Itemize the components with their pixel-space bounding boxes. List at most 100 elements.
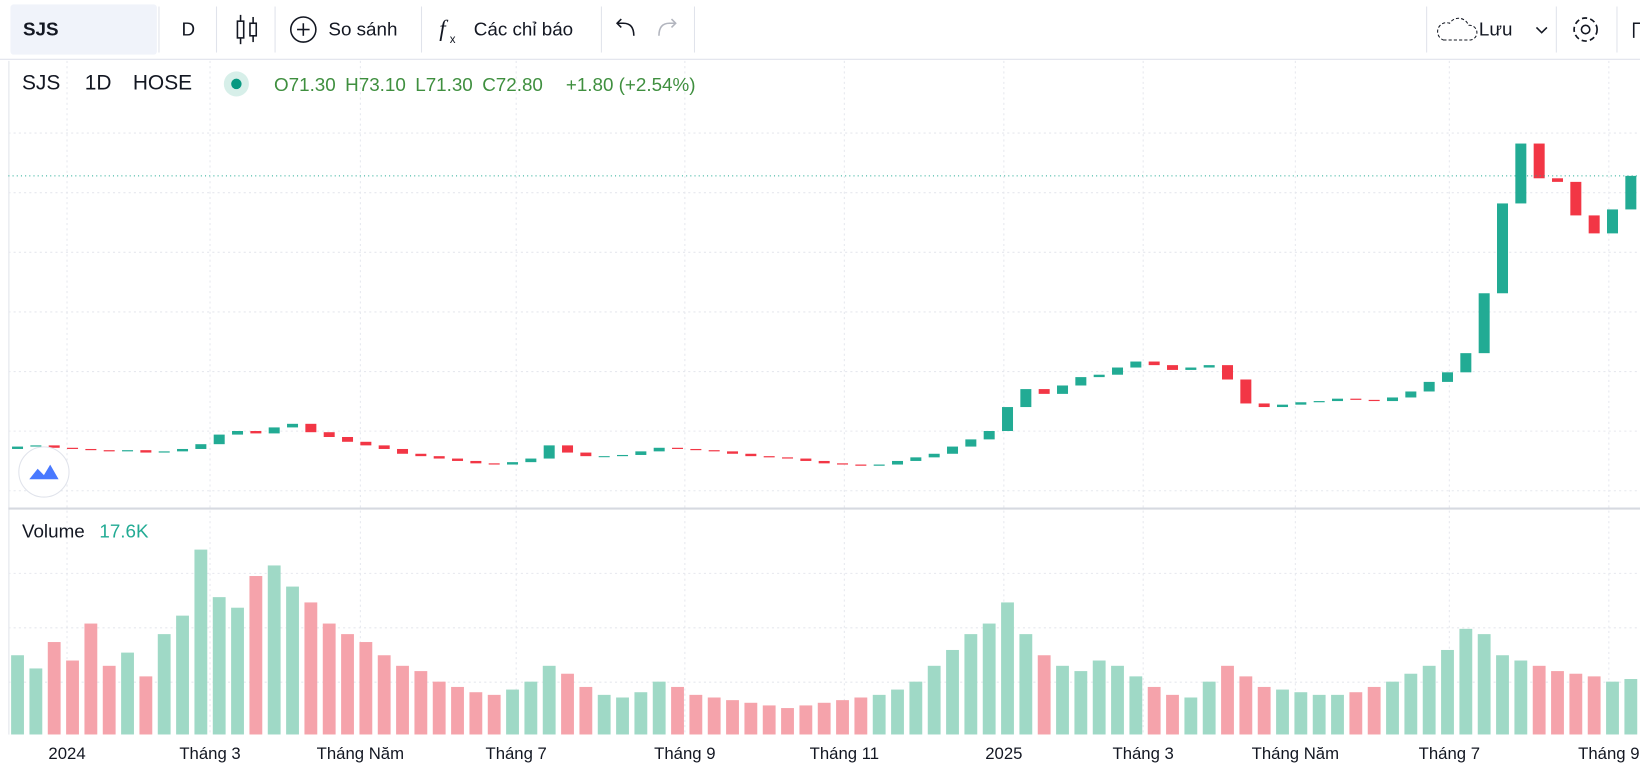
volume-bar: [1477, 634, 1491, 735]
candle-body: [1240, 379, 1252, 404]
indicators-icon-sub[interactable]: x: [450, 34, 456, 46]
volume-bar: [1331, 694, 1344, 735]
volume-bar: [1459, 628, 1473, 735]
volume-bar: [1257, 686, 1271, 735]
candle-body: [1460, 353, 1472, 373]
settings-button[interactable]: [1573, 17, 1598, 42]
volume-bar: [836, 700, 849, 735]
x-tick-label: Tháng 3: [1112, 744, 1173, 763]
candle-body: [488, 463, 500, 465]
volume-bar: [176, 615, 189, 735]
x-tick-label: Tháng 9: [654, 744, 715, 763]
candle-body: [232, 431, 244, 435]
candle-body: [1258, 403, 1270, 408]
candle-body: [1442, 372, 1454, 382]
candle-body: [195, 444, 207, 449]
volume-bar: [1001, 602, 1014, 735]
x-tick-label: Tháng Năm: [317, 744, 404, 763]
logo[interactable]: [18, 446, 70, 498]
redo-button[interactable]: [658, 18, 677, 36]
volume-bar: [1404, 673, 1418, 735]
volume-bar: [982, 623, 996, 735]
candle-body: [12, 446, 24, 449]
volume-bar: [1441, 649, 1454, 735]
candle-body: [1020, 389, 1032, 408]
volume-bar: [341, 634, 354, 735]
volume-bar: [286, 586, 299, 735]
volume-bar: [1037, 655, 1051, 735]
volume-value: 17.6K: [99, 521, 149, 542]
compare-button[interactable]: So sánh: [328, 19, 397, 40]
indicators-button[interactable]: Các chỉ báo: [474, 19, 573, 40]
candle-body: [1625, 175, 1637, 210]
plot: [8, 143, 1640, 735]
volume-bar: [1294, 692, 1308, 735]
undo-button[interactable]: [615, 18, 635, 36]
candle-body: [653, 447, 665, 452]
volume-bar: [872, 694, 886, 735]
candle-body: [305, 423, 317, 433]
candle-body: [177, 448, 189, 452]
volume-bar: [102, 665, 116, 735]
candle-body: [48, 445, 60, 448]
candle-body: [1552, 178, 1564, 182]
volume-bar: [579, 686, 593, 735]
volume-bar: [1606, 681, 1619, 735]
volume-bar: [707, 697, 721, 735]
volume-bar: [377, 655, 391, 735]
candle-body: [433, 456, 445, 459]
volume-bar: [652, 681, 666, 735]
volume-bar: [322, 623, 336, 735]
chart-type-button[interactable]: [236, 14, 258, 45]
x-tick-label: 2025: [985, 744, 1022, 763]
interval-button[interactable]: D: [181, 19, 195, 40]
volume-bar: [744, 702, 758, 735]
toolbar: [0, 0, 1640, 59]
volume-bar: [487, 694, 501, 735]
volume-bar: [524, 681, 538, 735]
compare-icon[interactable]: [289, 16, 317, 43]
volume-bar: [1111, 665, 1124, 735]
volume-bar: [1624, 679, 1638, 735]
candle-body: [1533, 143, 1545, 179]
volume-bar: [1551, 671, 1564, 735]
legend-values: O71.30 H73.10 L71.30 C72.80: [274, 74, 543, 95]
volume-bar: [47, 642, 61, 735]
candle-body: [617, 454, 629, 457]
candle-body: [1002, 407, 1014, 432]
candle-body: [892, 460, 904, 465]
candle-body: [1093, 374, 1105, 378]
candle-body: [837, 463, 849, 465]
market-status-dot: [231, 78, 242, 90]
candle-body: [1167, 365, 1179, 370]
candle-body: [1497, 203, 1509, 294]
symbol-box[interactable]: [10, 4, 157, 55]
volume-bar: [634, 692, 648, 735]
candle-body: [1185, 367, 1197, 370]
candle-body: [342, 436, 354, 442]
candle-body: [122, 450, 134, 452]
volume-bar: [139, 676, 153, 735]
volume-bar: [689, 694, 703, 735]
indicators-icon[interactable]: f: [439, 15, 449, 41]
symbol[interactable]: SJS: [23, 19, 59, 40]
candle-body: [1075, 377, 1087, 386]
cloud-icon[interactable]: [1437, 17, 1478, 41]
candle-body: [928, 453, 940, 458]
volume-bar: [946, 649, 959, 735]
volume-bar: [1276, 689, 1289, 735]
candle-body: [763, 456, 775, 458]
candle-body: [470, 460, 482, 464]
save-button[interactable]: Lưu: [1479, 19, 1513, 40]
candle-body: [580, 452, 592, 457]
x-tick-label: 2024: [48, 744, 85, 763]
volume-bar: [781, 708, 794, 735]
volume-bar: [927, 665, 941, 735]
fullscreen-button[interactable]: [1632, 22, 1640, 38]
volume-bar: [1514, 660, 1528, 735]
candle-body: [1423, 381, 1435, 392]
save-menu-arrow[interactable]: [1535, 26, 1548, 34]
volume-bar: [29, 668, 43, 735]
volume-bar: [1092, 660, 1106, 735]
